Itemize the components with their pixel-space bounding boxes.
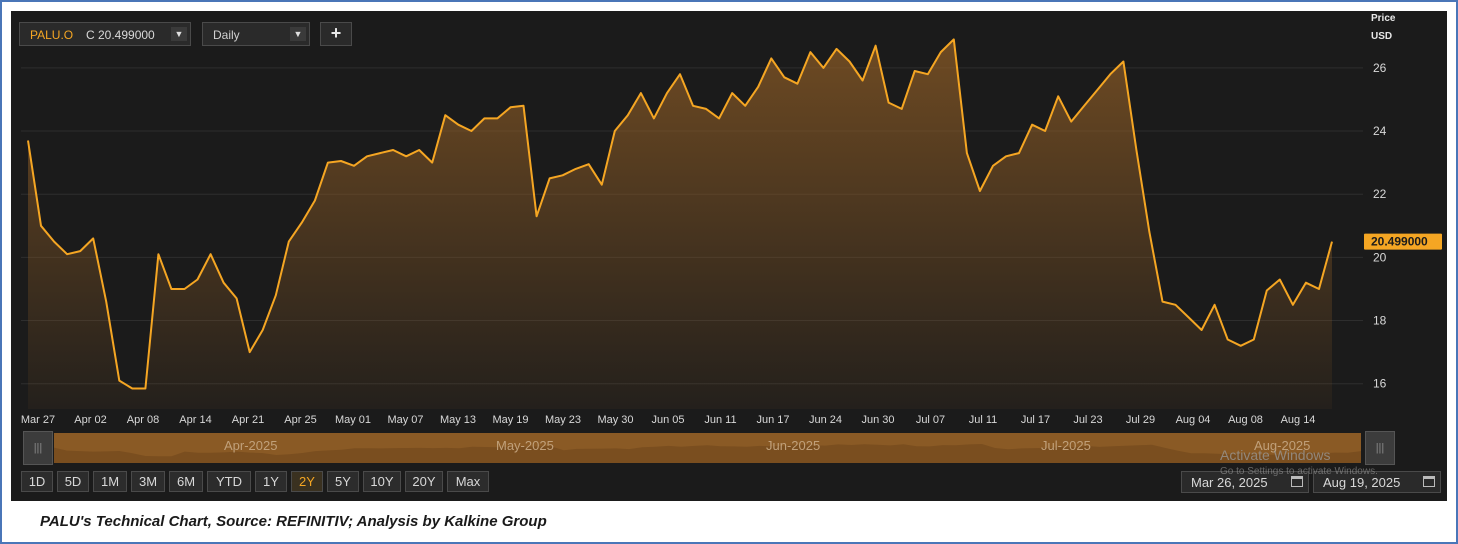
- activation-watermark: Activate Windows: [1220, 447, 1331, 463]
- x-tick-label: Mar 27: [21, 414, 55, 426]
- symbol-selector[interactable]: PALU.O C 20.499000 ▼: [19, 22, 191, 46]
- x-tick-label: May 13: [440, 414, 476, 426]
- x-tick-label: Jun 24: [809, 414, 842, 426]
- x-tick-label: May 07: [387, 414, 423, 426]
- y-tick-label: 18: [1373, 314, 1387, 328]
- navigator-month-label: Apr-2025: [224, 438, 278, 453]
- last-price-tag: 20.499000: [1364, 233, 1442, 250]
- chevron-down-icon[interactable]: ▼: [171, 27, 187, 41]
- range-button-5d[interactable]: 5D: [57, 471, 89, 492]
- x-tick-label: Jul 11: [969, 414, 998, 426]
- range-button-2y[interactable]: 2Y: [291, 471, 323, 492]
- x-tick-label: Jul 29: [1126, 414, 1155, 426]
- calendar-icon[interactable]: [1423, 476, 1435, 487]
- chart-panel: 16 18 20 22 24 26 Mar 27 Apr 02 Apr 08 Apr 14 Apr…: [11, 11, 1447, 501]
- x-tick-label: Jun 17: [756, 414, 789, 426]
- range-button-5y[interactable]: 5Y: [327, 471, 359, 492]
- interval-dropdown[interactable]: Daily ▼: [202, 22, 310, 46]
- x-tick-label: Aug 14: [1281, 414, 1316, 426]
- y-tick-label: 16: [1373, 377, 1387, 391]
- navigator-mini-chart: [54, 444, 1361, 463]
- navigator-strip[interactable]: [54, 433, 1361, 463]
- figure-caption: PALU's Technical Chart, Source: REFINITI…: [40, 513, 547, 530]
- last-price-tag-label: 20.499000: [1371, 235, 1428, 249]
- x-tick-label: Jun 30: [861, 414, 894, 426]
- y-axis-currency: USD: [1371, 31, 1392, 42]
- price-line: [27, 38, 1333, 390]
- chevron-down-icon[interactable]: ▼: [290, 27, 306, 41]
- interval-value: Daily: [213, 28, 240, 42]
- x-tick-label: Jun 11: [704, 414, 736, 426]
- calendar-icon[interactable]: [1291, 476, 1303, 487]
- last-price-tag-box: [1364, 233, 1442, 250]
- y-tick-label: 22: [1373, 187, 1387, 201]
- x-tick-label: Apr 14: [179, 414, 211, 426]
- symbol-label: PALU.O: [30, 28, 74, 42]
- navigator-month-label: Jun-2025: [766, 438, 821, 453]
- x-tick-label: Apr 02: [74, 414, 106, 426]
- price-area: [28, 39, 1332, 410]
- x-tick-label: May 19: [492, 414, 528, 426]
- y-tick-label: 26: [1373, 61, 1387, 75]
- x-tick-label: May 23: [545, 414, 581, 426]
- range-button-1d[interactable]: 1D: [21, 471, 53, 492]
- close-price-label: C 20.499000: [86, 28, 155, 42]
- x-tick-label: Apr 21: [232, 414, 264, 426]
- y-axis-title: Price: [1371, 13, 1396, 24]
- x-axis-ticks: Mar 27 Apr 02 Apr 08 Apr 14 Apr 21 Apr 25 May …: [21, 414, 1316, 426]
- navigator-month-label: Jul-2025: [1041, 438, 1091, 453]
- range-button-ytd[interactable]: YTD: [207, 471, 251, 492]
- range-button-3m[interactable]: 3M: [131, 471, 165, 492]
- x-tick-label: May 30: [597, 414, 633, 426]
- navigator-month-label: Aug-2025: [1254, 438, 1311, 453]
- range-navigator[interactable]: ||| ||| Apr-2025 May-2025 Jun-2025 Jul-2…: [21, 431, 1397, 465]
- range-button-1m[interactable]: 1M: [93, 471, 127, 492]
- y-axis-ticks: 16 18 20 22 24 26: [1373, 61, 1387, 391]
- end-date-field[interactable]: Aug 19, 2025: [1313, 471, 1441, 493]
- x-tick-label: Jul 07: [916, 414, 945, 426]
- y-tick-label: 20: [1373, 250, 1387, 264]
- x-tick-label: Jul 23: [1073, 414, 1102, 426]
- x-tick-label: Aug 08: [1228, 414, 1263, 426]
- x-tick-label: Jun 05: [651, 414, 684, 426]
- x-tick-label: May 01: [335, 414, 371, 426]
- start-date-field[interactable]: Mar 26, 2025: [1181, 471, 1309, 493]
- activation-watermark-subtitle: Go to Settings to activate Windows.: [1220, 466, 1378, 477]
- price-chart: 16 18 20 22 24 26 Mar 27 Apr 02 Apr 08 Apr 14 Apr…: [21, 13, 1442, 426]
- range-button-max[interactable]: Max: [447, 471, 489, 492]
- end-date-value: Aug 19, 2025: [1323, 475, 1401, 490]
- range-button-10y[interactable]: 10Y: [363, 471, 401, 492]
- y-tick-label: 24: [1373, 124, 1387, 138]
- range-button-6m[interactable]: 6M: [169, 471, 203, 492]
- navigator-left-handle[interactable]: |||: [23, 431, 53, 465]
- navigator-right-handle[interactable]: |||: [1365, 431, 1395, 465]
- x-tick-label: Aug 04: [1176, 414, 1211, 426]
- range-button-20y[interactable]: 20Y: [405, 471, 443, 492]
- x-tick-label: Jul 17: [1021, 414, 1050, 426]
- x-tick-label: Apr 25: [284, 414, 316, 426]
- x-tick-label: Apr 08: [127, 414, 159, 426]
- range-button-1y[interactable]: 1Y: [255, 471, 287, 492]
- add-button[interactable]: +: [320, 22, 352, 46]
- navigator-month-label: May-2025: [496, 438, 554, 453]
- start-date-value: Mar 26, 2025: [1191, 475, 1268, 490]
- navigator-mini-area: [54, 444, 1361, 463]
